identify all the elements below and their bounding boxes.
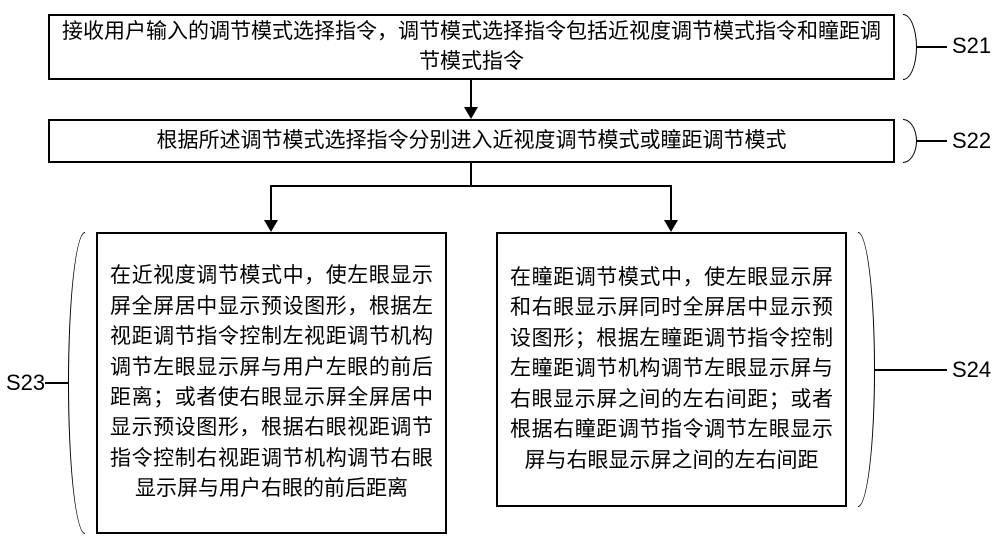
node-s23-text: 在近视度调节模式中，使左眼显示屏全屏居中显示预设图形，根据左视距调节指令控制左视… — [110, 261, 433, 505]
label-s22-text: S22 — [952, 128, 991, 153]
branch-left-head — [264, 220, 278, 232]
label-s21-text: S21 — [952, 33, 991, 58]
label-s21: S21 — [952, 33, 991, 59]
arrow-s21-s22-head — [464, 107, 478, 119]
label-s23: S23 — [6, 370, 45, 396]
branch-stub — [470, 163, 472, 185]
s22-label-line — [917, 140, 947, 142]
s23-label-line — [45, 382, 68, 384]
label-s24-text: S24 — [952, 357, 991, 382]
node-s22-text: 根据所述调节模式选择指令分别进入近视度调节模式或瞳距调节模式 — [157, 126, 787, 156]
branch-right-head — [664, 220, 678, 232]
s21-label-line — [917, 46, 947, 48]
node-s23: 在近视度调节模式中，使左眼显示屏全屏居中显示预设图形，根据左视距调节指令控制左视… — [96, 232, 447, 534]
branch-right-down — [670, 185, 672, 221]
branch-horizontal — [270, 185, 672, 187]
node-s22: 根据所述调节模式选择指令分别进入近视度调节模式或瞳距调节模式 — [48, 119, 895, 163]
node-s24: 在瞳距调节模式中，使左眼显示屏和右眼显示屏同时全屏居中显示预设图形；根据左瞳距调… — [496, 232, 847, 507]
label-s23-text: S23 — [6, 370, 45, 395]
s24-label-line — [875, 369, 947, 371]
branch-left-down — [270, 185, 272, 221]
arrow-s21-s22 — [470, 80, 472, 108]
label-s24: S24 — [952, 357, 991, 383]
node-s21: 接收用户输入的调节模式选择指令，调节模式选择指令包括近视度调节模式指令和瞳距调节… — [48, 14, 895, 80]
node-s24-text: 在瞳距调节模式中，使左眼显示屏和右眼显示屏同时全屏居中显示预设图形；根据左瞳距调… — [510, 263, 833, 476]
node-s21-text: 接收用户输入的调节模式选择指令，调节模式选择指令包括近视度调节模式指令和瞳距调节… — [62, 17, 881, 78]
label-s22: S22 — [952, 128, 991, 154]
